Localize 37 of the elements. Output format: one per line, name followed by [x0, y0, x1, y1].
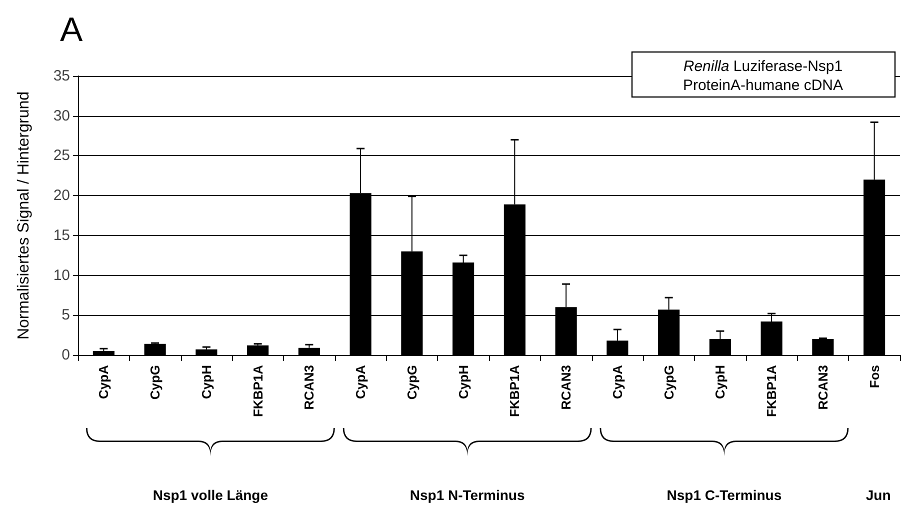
text: Nsp1 N-Terminus [410, 487, 525, 503]
y-tick-label: 0 [62, 346, 70, 364]
bar [196, 349, 218, 355]
text: Jun [866, 487, 891, 503]
x-tick-label: CypH [712, 365, 728, 399]
annotation: Renilla Luziferase-Nsp1 ProteinA-humane cDNA [682, 58, 844, 94]
x-tick-label: CypA [96, 364, 112, 399]
x-tick-label: FKBP1A [507, 364, 522, 418]
text: Nsp1 volle Länge [152, 487, 268, 503]
y-tick-label: 35 [53, 68, 70, 84]
x-tick-label: CypA [610, 364, 625, 399]
bar [247, 345, 269, 355]
y-axis-title: Normalisiertes Signal / Hintergrund [16, 91, 32, 340]
y-tick-label: 30 [53, 107, 70, 124]
x-tick-label: Fos [866, 365, 882, 388]
x-tick-label: CypG [404, 365, 420, 400]
chart-title: A [60, 11, 83, 49]
x-tick-label: CypG [148, 365, 163, 400]
text: Nsp1 C-Terminus [666, 487, 782, 503]
bar [812, 339, 834, 355]
y-tick-label: 10 [53, 266, 70, 284]
x-tick-label: CypH [198, 365, 214, 399]
x-tick-label: CypH [456, 365, 471, 399]
x-tick-label: FKBP1A [764, 364, 780, 418]
bar [92, 351, 114, 355]
y-tick-label: 5 [62, 306, 70, 324]
y-tick-label: 25 [53, 147, 70, 164]
bar [298, 348, 320, 355]
x-tick-label: CypA [353, 364, 368, 399]
y-tick-label: 20 [53, 187, 70, 204]
x-tick-label: RCAN3 [558, 365, 574, 410]
x-tick-label: FKBP1A [250, 364, 266, 418]
bar [144, 344, 166, 355]
x-tick-label: RCAN3 [302, 365, 317, 410]
x-tick-label: RCAN3 [815, 365, 830, 410]
x-tick-label: CypG [661, 365, 676, 400]
y-tick-label: 15 [53, 226, 70, 244]
